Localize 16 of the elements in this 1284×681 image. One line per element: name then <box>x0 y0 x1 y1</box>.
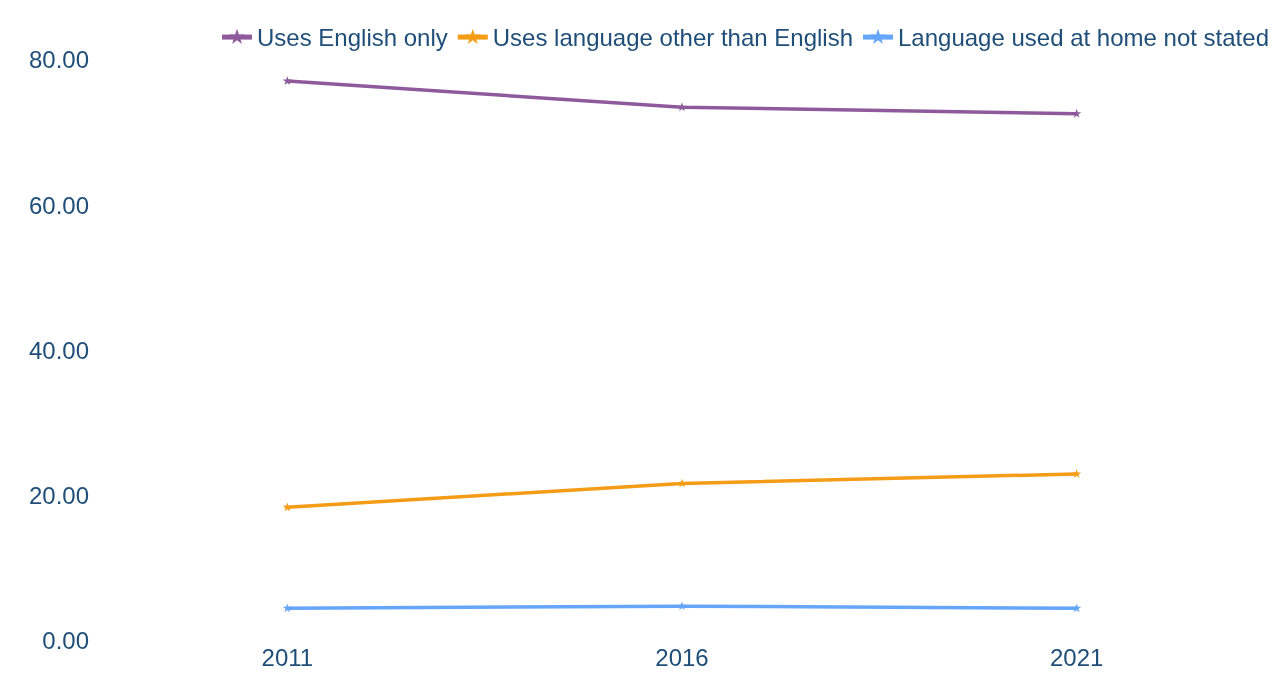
point <box>1072 469 1082 478</box>
x-tick-label: 2016 <box>655 644 709 671</box>
x-tick-label: 2011 <box>261 644 314 671</box>
point <box>1072 108 1082 118</box>
legend-label: Uses English only <box>257 24 448 52</box>
x-tick-label: 2021 <box>1049 644 1104 671</box>
point <box>1072 603 1082 613</box>
point <box>282 603 292 613</box>
legend-label: Language used at home not stated <box>898 24 1269 52</box>
y-tick-label: 60.00 <box>28 191 89 219</box>
point <box>282 502 292 512</box>
y-tick-label: 80.00 <box>28 46 89 74</box>
y-tick-label: 0.00 <box>42 627 89 655</box>
legend-label: Uses language other than English <box>492 24 854 52</box>
y-tick-label: 40.00 <box>28 336 89 364</box>
y-tick-label: 20.00 <box>28 482 89 510</box>
